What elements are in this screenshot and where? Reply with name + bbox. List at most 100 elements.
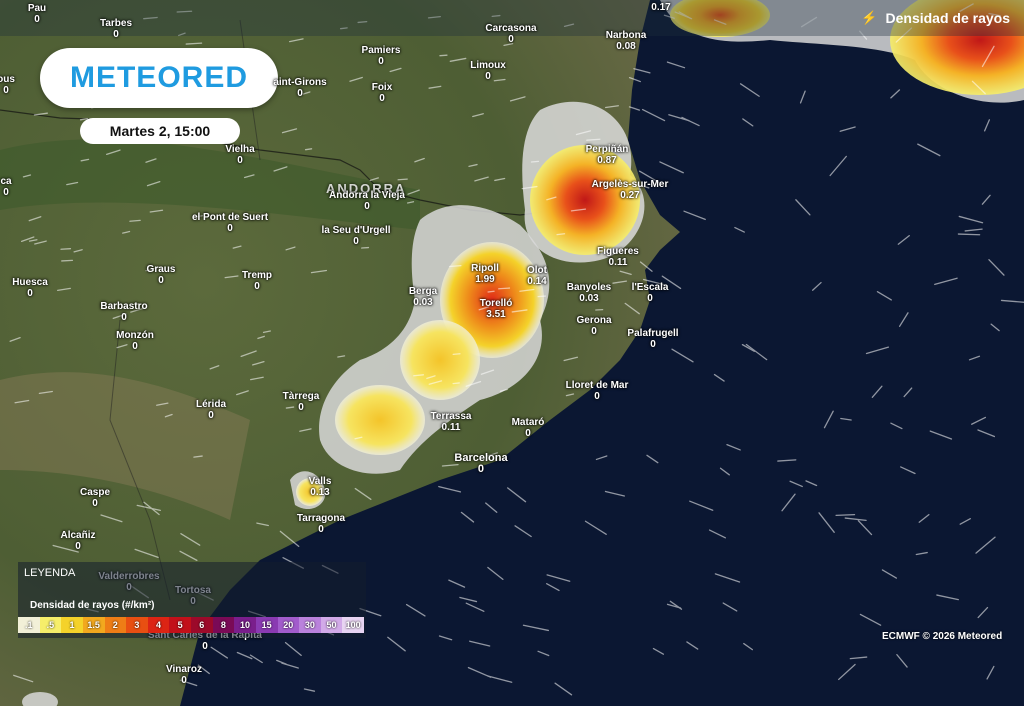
wind-streak xyxy=(145,266,161,272)
wind-streak xyxy=(988,259,1005,276)
place-label: Barcelona 0 xyxy=(454,453,507,475)
place-value: 0 xyxy=(254,281,260,292)
wind-streak xyxy=(129,219,141,222)
wind-streak xyxy=(303,688,316,692)
wind-streak xyxy=(304,148,313,151)
wind-streak xyxy=(252,360,265,366)
wind-streak xyxy=(487,566,504,581)
wind-streak xyxy=(452,382,460,385)
wind-streak xyxy=(414,157,425,163)
wind-streak xyxy=(633,68,651,74)
wind-streak xyxy=(849,656,868,660)
place-name: Pau xyxy=(27,3,47,14)
wind-streak xyxy=(838,663,856,681)
wind-streak xyxy=(281,128,298,134)
wind-streak xyxy=(981,45,995,68)
place-value: 0 xyxy=(27,288,33,299)
wind-streak xyxy=(491,14,501,18)
place-label: Pamiers 0 xyxy=(362,45,401,67)
place-name: Limoux xyxy=(470,60,506,71)
legend-step: 4 xyxy=(147,617,170,633)
wind-streak xyxy=(478,306,490,311)
place-value: 0 xyxy=(121,312,127,323)
wind-streak xyxy=(487,675,513,683)
place-value: 0 xyxy=(75,541,81,552)
place-label: Lérida 0 xyxy=(196,399,226,421)
place-value: 0 xyxy=(208,410,214,421)
wind-streak xyxy=(337,355,346,358)
place-label: Ripoll 1.99 xyxy=(471,263,499,285)
wind-streak xyxy=(146,180,161,187)
wind-streak xyxy=(556,233,566,236)
layer-title[interactable]: ⚡ Densidad de rayos xyxy=(861,6,1010,30)
wind-streak xyxy=(428,380,443,385)
place-label: Berga 0.03 xyxy=(409,286,437,308)
place-name: Banyoles xyxy=(566,282,612,293)
place-name: Carcasona xyxy=(485,23,537,34)
wind-streak xyxy=(262,330,271,334)
wind-streak xyxy=(570,208,587,212)
wind-streak xyxy=(959,517,971,525)
wind-streak xyxy=(469,640,491,647)
legend-step: 100 xyxy=(342,617,364,633)
wind-streak xyxy=(795,199,811,216)
place-value: 0 xyxy=(364,201,370,212)
wind-streak xyxy=(584,520,607,535)
wind-streak xyxy=(511,309,528,313)
wind-streak xyxy=(179,679,198,687)
place-name: Alcañiz xyxy=(60,530,96,541)
wind-streak xyxy=(563,356,579,362)
wind-streak xyxy=(681,116,700,127)
brand-logo[interactable]: METEORED xyxy=(40,48,278,108)
wind-streak xyxy=(310,269,328,274)
wind-streak xyxy=(719,467,730,476)
wind-streak xyxy=(485,502,498,513)
wind-streak xyxy=(537,295,546,298)
wind-streak xyxy=(156,402,169,406)
place-value: 3.51 xyxy=(486,309,506,320)
wind-streak xyxy=(598,287,609,291)
wind-streak xyxy=(917,143,941,157)
wind-streak xyxy=(521,185,538,190)
wind-streak xyxy=(506,487,527,503)
wind-streak xyxy=(964,228,983,232)
wind-streak xyxy=(449,57,467,62)
wind-streak xyxy=(100,514,123,523)
wind-streak xyxy=(546,196,557,201)
wind-streak xyxy=(112,313,127,319)
place-label: Monzón 0 xyxy=(116,330,154,352)
wind-streak xyxy=(726,443,741,451)
place-value: 0 xyxy=(318,524,324,535)
wind-streak xyxy=(818,512,835,533)
legend: LEYENDA Densidad de rayos (#/km²) .1.5 1 1… xyxy=(18,562,366,638)
place-value: 0 xyxy=(647,293,653,304)
wind-streak xyxy=(661,275,682,290)
wind-streak xyxy=(57,287,71,291)
legend-step: 30 xyxy=(299,617,321,633)
wind-streak xyxy=(116,344,128,349)
legend-header: LEYENDA xyxy=(24,567,76,579)
wind-streak xyxy=(438,635,453,641)
place-label: ca 0 xyxy=(0,176,11,198)
wind-streak xyxy=(38,390,53,395)
wind-streak xyxy=(514,525,532,538)
wind-streak xyxy=(977,606,989,619)
wind-streak xyxy=(742,118,754,127)
wind-streak xyxy=(857,520,873,536)
wind-streak xyxy=(734,226,745,233)
place-label: l'Escala 0 xyxy=(632,282,669,304)
place-label: Tremp 0 xyxy=(242,270,272,292)
wind-streak xyxy=(890,422,903,430)
wind-streak xyxy=(713,373,725,382)
place-value: 0 xyxy=(298,402,304,413)
time-selector[interactable]: Martes 2, 15:00 xyxy=(80,118,240,144)
wind-streak xyxy=(983,119,990,132)
place-name: Torelló xyxy=(479,298,513,309)
wind-streak xyxy=(522,624,550,632)
wind-streak xyxy=(448,579,466,588)
place-label: Foix 0 xyxy=(372,82,393,104)
place-label: Mataró 0 xyxy=(512,417,545,439)
place-value: 0 xyxy=(132,341,138,352)
place-label: Narbona 0.08 xyxy=(606,30,647,52)
